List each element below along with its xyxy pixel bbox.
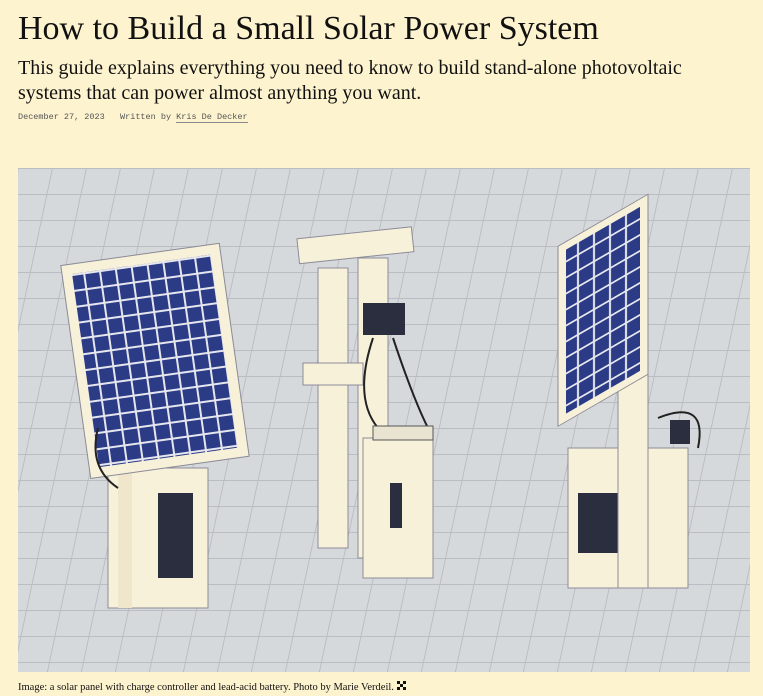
byline-prefix: Written by [120, 112, 171, 122]
article-subtitle: This guide explains everything you need … [18, 56, 748, 106]
article-meta: December 27, 2023 Written by Kris De Dec… [18, 112, 248, 122]
date: December 27, 2023 [18, 112, 105, 122]
page: {"header": {"title": "How to Build a Sma… [0, 0, 763, 696]
author-link[interactable]: Kris De Decker [176, 112, 247, 123]
figure-caption: Image: a solar panel with charge control… [18, 681, 406, 693]
article-title: How to Build a Small Solar Power System [18, 8, 599, 50]
article-image [18, 168, 750, 672]
dither-toggle-icon[interactable] [397, 681, 406, 690]
caption-text: Image: a solar panel with charge control… [18, 682, 394, 693]
